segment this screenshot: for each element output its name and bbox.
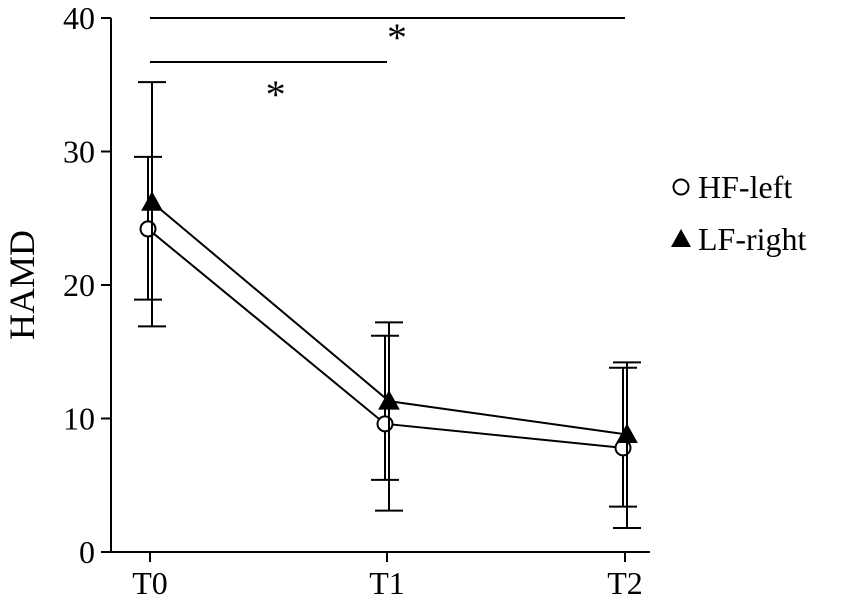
- data-point: [139, 220, 157, 238]
- series-layer: [134, 81, 641, 529]
- x-tick-label: T1: [369, 565, 405, 601]
- data-point: [141, 191, 163, 211]
- y-tick-label: 0: [79, 534, 95, 570]
- legend-label: HF-left: [698, 169, 792, 205]
- x-tick-label: T2: [607, 565, 643, 601]
- y-tick-label: 40: [63, 0, 95, 36]
- y-axis-title: HAMD: [2, 230, 42, 340]
- legend: HF-left LF-right: [671, 169, 807, 257]
- significance-annotations: **: [150, 15, 625, 117]
- data-point: [376, 415, 394, 433]
- data-point: [378, 390, 400, 410]
- axes: 0 10 20 30 40 T0 T1 T2 HAMD: [2, 0, 650, 601]
- y-tick-label: 30: [63, 134, 95, 170]
- data-point: [616, 423, 638, 444]
- legend-item: LF-right: [671, 221, 807, 257]
- series-lf-right: [138, 81, 641, 529]
- legend-marker: [672, 178, 690, 196]
- y-tick-label: 20: [63, 267, 95, 303]
- x-tick-label: T0: [132, 565, 168, 601]
- legend-marker: [671, 229, 691, 247]
- legend-label: LF-right: [698, 221, 807, 257]
- significance-star: *: [266, 72, 286, 117]
- series-hf-left: [134, 155, 637, 508]
- y-tick-label: 10: [63, 401, 95, 437]
- legend-item: HF-left: [672, 169, 792, 205]
- significance-star: *: [387, 15, 407, 60]
